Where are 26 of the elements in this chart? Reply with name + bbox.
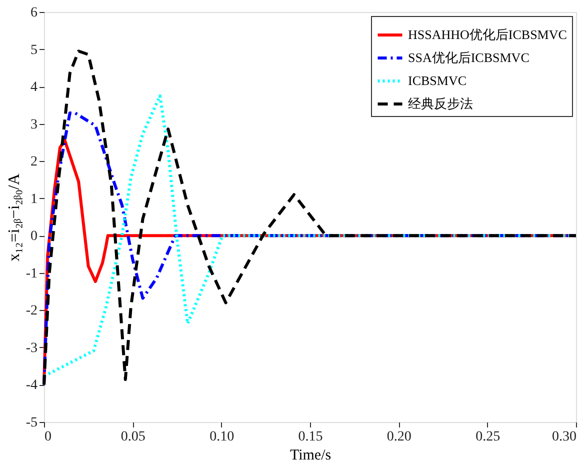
x-tick-label: 0.30	[552, 430, 576, 444]
y-tick-label: 5	[30, 42, 38, 58]
legend-label: SSA优化后ICBSMVC	[408, 50, 530, 65]
y-tick-label: -1	[26, 266, 38, 282]
y-tick-label: -4	[26, 378, 38, 394]
legend-label: 经典反步法	[408, 96, 473, 111]
x-tick-label: 0.05	[120, 430, 146, 444]
x-tick-label: 0	[44, 430, 52, 444]
y-tick-label: 3	[30, 117, 38, 132]
y-tick-label: 6	[30, 6, 38, 20]
y-tick-label: 1	[30, 192, 38, 207]
y-tick-label: -2	[26, 304, 38, 319]
line-series	[42, 50, 578, 386]
y-tick-label: -5	[26, 416, 38, 430]
y-axis-title: x₁₂=i₂ᵦ−i₂ᵦ₀/A	[6, 173, 23, 262]
x-axis-title: Time/s	[290, 448, 332, 464]
x-tick-label: 0.10	[210, 430, 234, 444]
legend-label: ICBSMVC	[408, 73, 467, 88]
y-tick-label: 0	[30, 229, 38, 244]
x-tick-label: 0.15	[298, 430, 323, 444]
x-tick-label: 0.25	[476, 430, 500, 444]
y-tick-label: 4	[30, 80, 38, 96]
x-tick-label: 0.20	[386, 430, 412, 444]
y-tick-label: 2	[30, 154, 38, 170]
y-tick-label: -3	[26, 340, 38, 356]
legend-label: HSSAHHO优化后ICBSMVC	[408, 27, 567, 42]
